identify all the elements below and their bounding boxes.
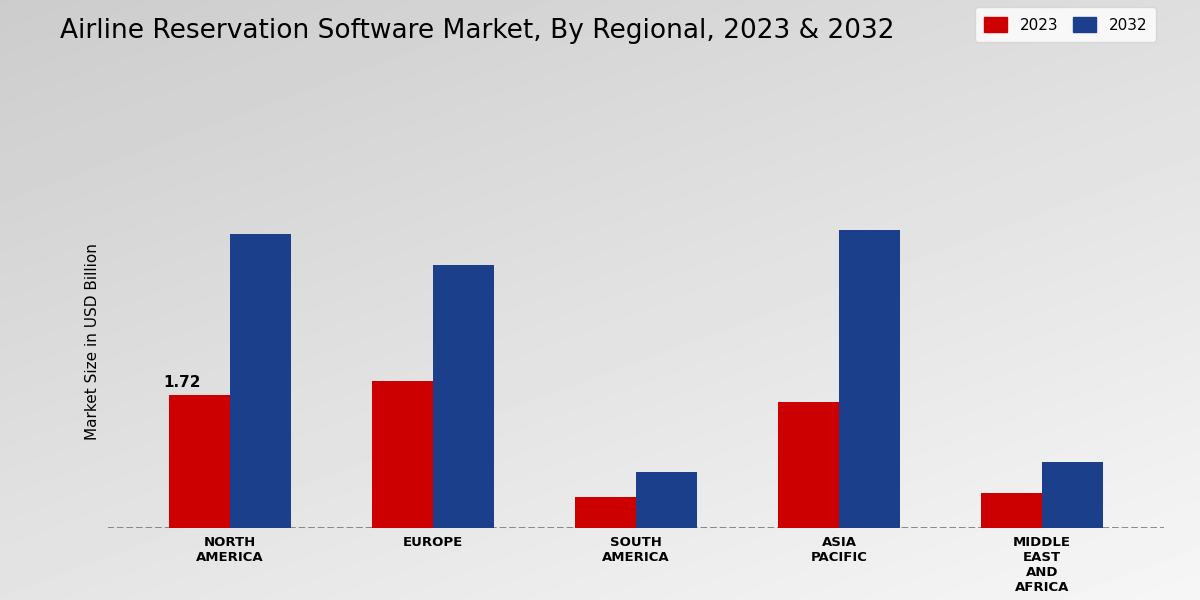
Bar xyxy=(1042,462,1103,528)
Bar xyxy=(778,403,839,528)
Bar xyxy=(839,230,900,528)
Bar xyxy=(230,233,290,528)
Bar xyxy=(372,381,433,528)
Text: Airline Reservation Software Market, By Regional, 2023 & 2032: Airline Reservation Software Market, By … xyxy=(60,18,894,44)
Bar xyxy=(636,472,697,528)
Bar xyxy=(433,265,494,528)
Bar xyxy=(169,395,230,528)
Y-axis label: Market Size in USD Billion: Market Size in USD Billion xyxy=(85,244,100,440)
Bar xyxy=(575,497,636,528)
Text: 1.72: 1.72 xyxy=(163,375,200,390)
Bar xyxy=(982,493,1042,528)
Legend: 2023, 2032: 2023, 2032 xyxy=(976,7,1157,42)
